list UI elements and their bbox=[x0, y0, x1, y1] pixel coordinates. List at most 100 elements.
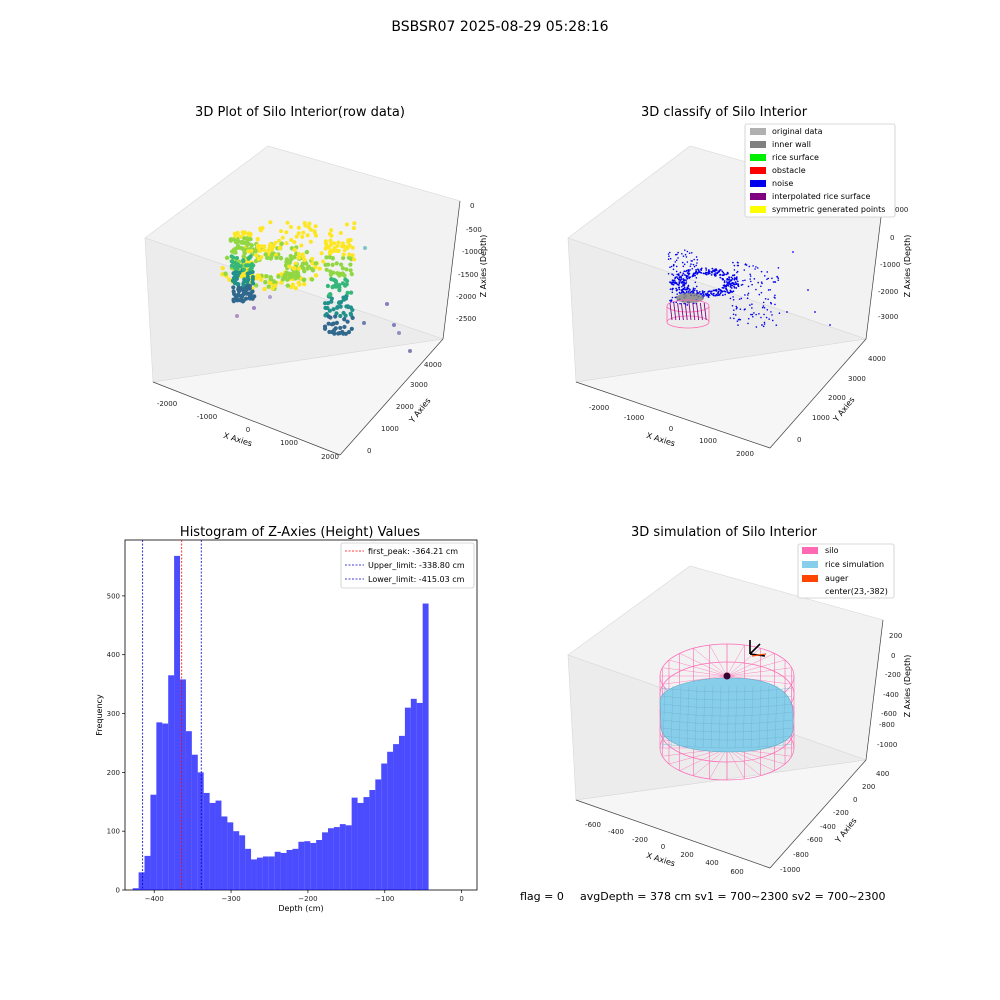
legend-entry: Lower_limit: -415.03 cm bbox=[368, 575, 465, 584]
histogram-bar bbox=[304, 841, 311, 890]
raw-ytick: 2000 bbox=[396, 403, 414, 411]
simulation-x-ticks: -600 -400 -200 0 200 400 600 bbox=[585, 821, 744, 876]
legend-entry: obstacle bbox=[772, 166, 806, 175]
simulation-ztick: -200 bbox=[885, 671, 901, 679]
histogram-y-ticks: 0 100 200 300 400 500 bbox=[107, 592, 125, 895]
legend-entry: silo bbox=[825, 546, 839, 555]
auger-marker bbox=[723, 672, 731, 680]
simulation-ytick: -600 bbox=[807, 836, 823, 844]
legend-entry: noise bbox=[772, 179, 793, 188]
simulation-ztick: -600 bbox=[881, 710, 897, 718]
histogram-x-ticks: −400 −300 −200 −100 0 bbox=[145, 890, 464, 903]
histogram-bar bbox=[162, 723, 169, 890]
histogram-bar bbox=[132, 888, 139, 890]
histogram-panel: Histogram of Z-Axies (Height) Values −40… bbox=[95, 525, 478, 913]
histogram-bar bbox=[322, 832, 328, 890]
raw-ztick: -2000 bbox=[456, 293, 476, 301]
legend-swatch bbox=[750, 128, 766, 135]
legend-entry: inner wall bbox=[772, 140, 811, 149]
legend-entry: auger bbox=[825, 574, 849, 583]
raw-ztick: -1500 bbox=[458, 271, 478, 279]
histogram-bar bbox=[150, 794, 157, 890]
raw-y-ticks: 0 1000 2000 3000 4000 bbox=[367, 361, 442, 455]
classify-ytick: 4000 bbox=[868, 355, 886, 363]
classify-ytick: 2000 bbox=[828, 394, 846, 402]
histogram-ytick-label: 200 bbox=[107, 769, 120, 777]
classify-z-axis-label: Z Axies (Depth) bbox=[903, 235, 912, 298]
histogram-bar bbox=[410, 698, 417, 890]
figure-suptitle: BSBSR07 2025-08-29 05:28:16 bbox=[391, 19, 608, 35]
histogram-x-axis-label: Depth (cm) bbox=[278, 904, 323, 913]
center-arrow-icon bbox=[749, 640, 767, 657]
legend-swatch bbox=[750, 141, 766, 148]
histogram-bar bbox=[375, 779, 382, 890]
histogram-bar bbox=[227, 822, 234, 890]
simulation-ytick: -400 bbox=[820, 823, 836, 831]
classify-legend: original data inner wall rice surface ob… bbox=[744, 123, 896, 218]
simulation-legend: silo rice simulation auger center(23,-38… bbox=[797, 543, 895, 599]
legend-entry: original data bbox=[772, 127, 823, 136]
classify-xtick: -2000 bbox=[589, 404, 609, 412]
classify-ytick: 3000 bbox=[848, 375, 866, 383]
histogram-legend: first_peak: -364.21 cm Upper_limit: -338… bbox=[340, 542, 475, 589]
histogram-bar bbox=[274, 851, 281, 890]
classify-xtick: -1000 bbox=[624, 414, 644, 422]
histogram-bar bbox=[404, 707, 411, 890]
simulation-ztick: -1000 bbox=[877, 741, 897, 749]
histogram-bar bbox=[209, 802, 216, 890]
simulation-xtick: -200 bbox=[632, 836, 648, 844]
histogram-bar bbox=[138, 872, 145, 890]
histogram-xtick-label: −100 bbox=[375, 895, 394, 903]
histogram-bar bbox=[387, 751, 394, 890]
histogram-bar bbox=[286, 850, 293, 890]
raw-ztick: -1000 bbox=[462, 248, 482, 256]
classify-xtick: 0 bbox=[669, 425, 673, 433]
raw-xtick: 1000 bbox=[280, 439, 298, 447]
histogram-bar bbox=[363, 797, 370, 890]
raw-x-ticks: -2000 -1000 0 1000 2000 bbox=[157, 400, 339, 461]
histogram-ytick-label: 100 bbox=[107, 828, 120, 836]
histogram-bar bbox=[239, 835, 246, 890]
histogram-bar bbox=[245, 848, 252, 890]
legend-swatch bbox=[802, 575, 818, 582]
classify-ztick: -2000 bbox=[878, 288, 898, 296]
histogram-bar bbox=[339, 824, 346, 890]
classify-x-ticks: -2000 -1000 0 1000 2000 bbox=[589, 404, 754, 458]
simulation-ytick: -800 bbox=[793, 851, 809, 859]
histogram-bar bbox=[422, 603, 429, 890]
simulation-y-axis-label: Y Axies bbox=[833, 816, 859, 845]
simulation-ytick: 400 bbox=[876, 770, 889, 778]
raw-3d-panel: 3D Plot of Silo Interior(row data) -2000… bbox=[144, 105, 488, 461]
histogram-xtick-label: −400 bbox=[145, 895, 164, 903]
simulation-y-ticks: -1000 -800 -600 -400 -200 0 200 400 bbox=[780, 770, 889, 874]
histogram-bar bbox=[251, 859, 257, 890]
histogram-bar bbox=[262, 856, 269, 890]
histogram-bar bbox=[233, 831, 240, 890]
simulation-panel-title: 3D simulation of Silo Interior bbox=[631, 525, 818, 540]
histogram-bar bbox=[351, 797, 358, 890]
raw-z-ticks: 0 -500 -1000 -1500 -2000 -2500 bbox=[456, 202, 482, 323]
histogram-bar bbox=[180, 679, 186, 890]
classify-ztick: -1000 bbox=[880, 261, 900, 269]
raw-ytick: 0 bbox=[367, 447, 371, 455]
simulation-ytick: 0 bbox=[853, 796, 857, 804]
legend-entry: symmetric generated points bbox=[772, 205, 885, 214]
legend-entry: Upper_limit: -338.80 cm bbox=[368, 561, 465, 570]
simulation-z-axis-label: Z Axies (Depth) bbox=[903, 655, 912, 718]
raw-ztick: -500 bbox=[466, 226, 482, 234]
rice-simulation-surface bbox=[659, 677, 794, 753]
simulation-ztick: 0 bbox=[891, 652, 895, 660]
legend-entry: center(23,-382) bbox=[825, 587, 888, 596]
classify-xtick: 1000 bbox=[699, 437, 717, 445]
legend-entry: interpolated rice surface bbox=[772, 192, 870, 201]
classify-xtick: 2000 bbox=[736, 450, 754, 458]
histogram-bar bbox=[156, 722, 163, 890]
histogram-bar bbox=[416, 702, 423, 890]
histogram-xtick-label: −300 bbox=[221, 895, 240, 903]
raw-panel-title: 3D Plot of Silo Interior(row data) bbox=[195, 105, 405, 120]
histogram-bar bbox=[203, 792, 210, 890]
legend-swatch bbox=[750, 180, 766, 187]
simulation-xtick: 600 bbox=[730, 868, 743, 876]
simulation-xtick: 400 bbox=[705, 859, 718, 867]
histogram-bar bbox=[256, 857, 263, 890]
